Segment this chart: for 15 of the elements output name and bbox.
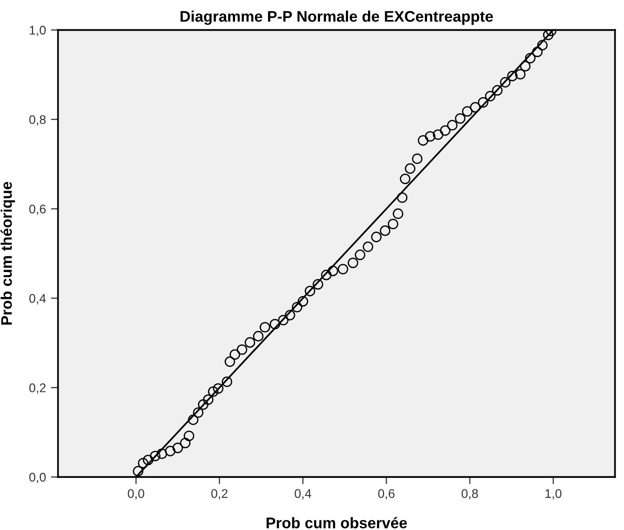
y-axis-title: Prob cum théorique (0, 182, 15, 325)
y-tick-label: 0,4 (29, 294, 46, 304)
x-axis-title: Prob cum observée (266, 516, 407, 528)
y-tick-label: 0,0 (29, 472, 46, 484)
y-tick-label: 0,8 (29, 115, 46, 126)
x-tick-label: 0,2 (211, 489, 228, 500)
x-tick-label: 0,0 (128, 489, 144, 500)
x-tick-label: 0,4 (294, 489, 312, 500)
x-tick-label: 1,0 (546, 489, 562, 500)
y-tick-label: 0,2 (29, 383, 46, 394)
chart-title: Diagramme P-P Normale de EXCentreappte (180, 10, 493, 25)
x-tick-label: 0,6 (378, 489, 394, 500)
x-tick-label: 0,8 (462, 489, 478, 500)
y-tick-label: 1,0 (30, 26, 46, 36)
y-tick-label: 0,6 (29, 204, 46, 215)
